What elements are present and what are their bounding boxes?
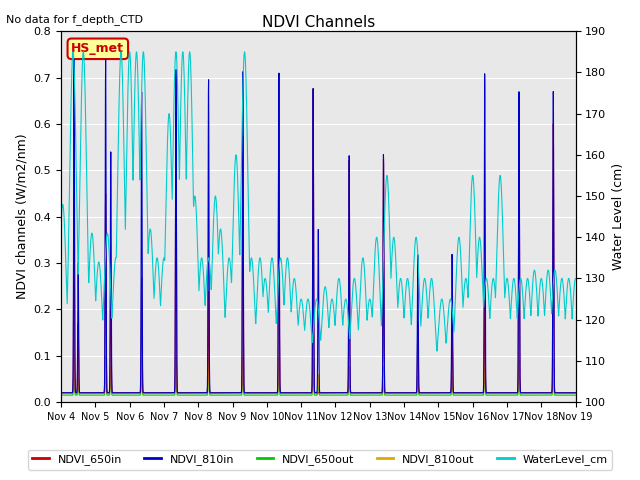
Title: NDVI Channels: NDVI Channels: [262, 15, 375, 30]
Y-axis label: NDVI channels (W/m2/nm): NDVI channels (W/m2/nm): [15, 134, 28, 300]
Y-axis label: Water Level (cm): Water Level (cm): [612, 163, 625, 270]
Text: HS_met: HS_met: [71, 42, 124, 55]
Text: No data for f_depth_CTD: No data for f_depth_CTD: [6, 14, 143, 25]
Legend: NDVI_650in, NDVI_810in, NDVI_650out, NDVI_810out, WaterLevel_cm: NDVI_650in, NDVI_810in, NDVI_650out, NDV…: [28, 450, 612, 469]
